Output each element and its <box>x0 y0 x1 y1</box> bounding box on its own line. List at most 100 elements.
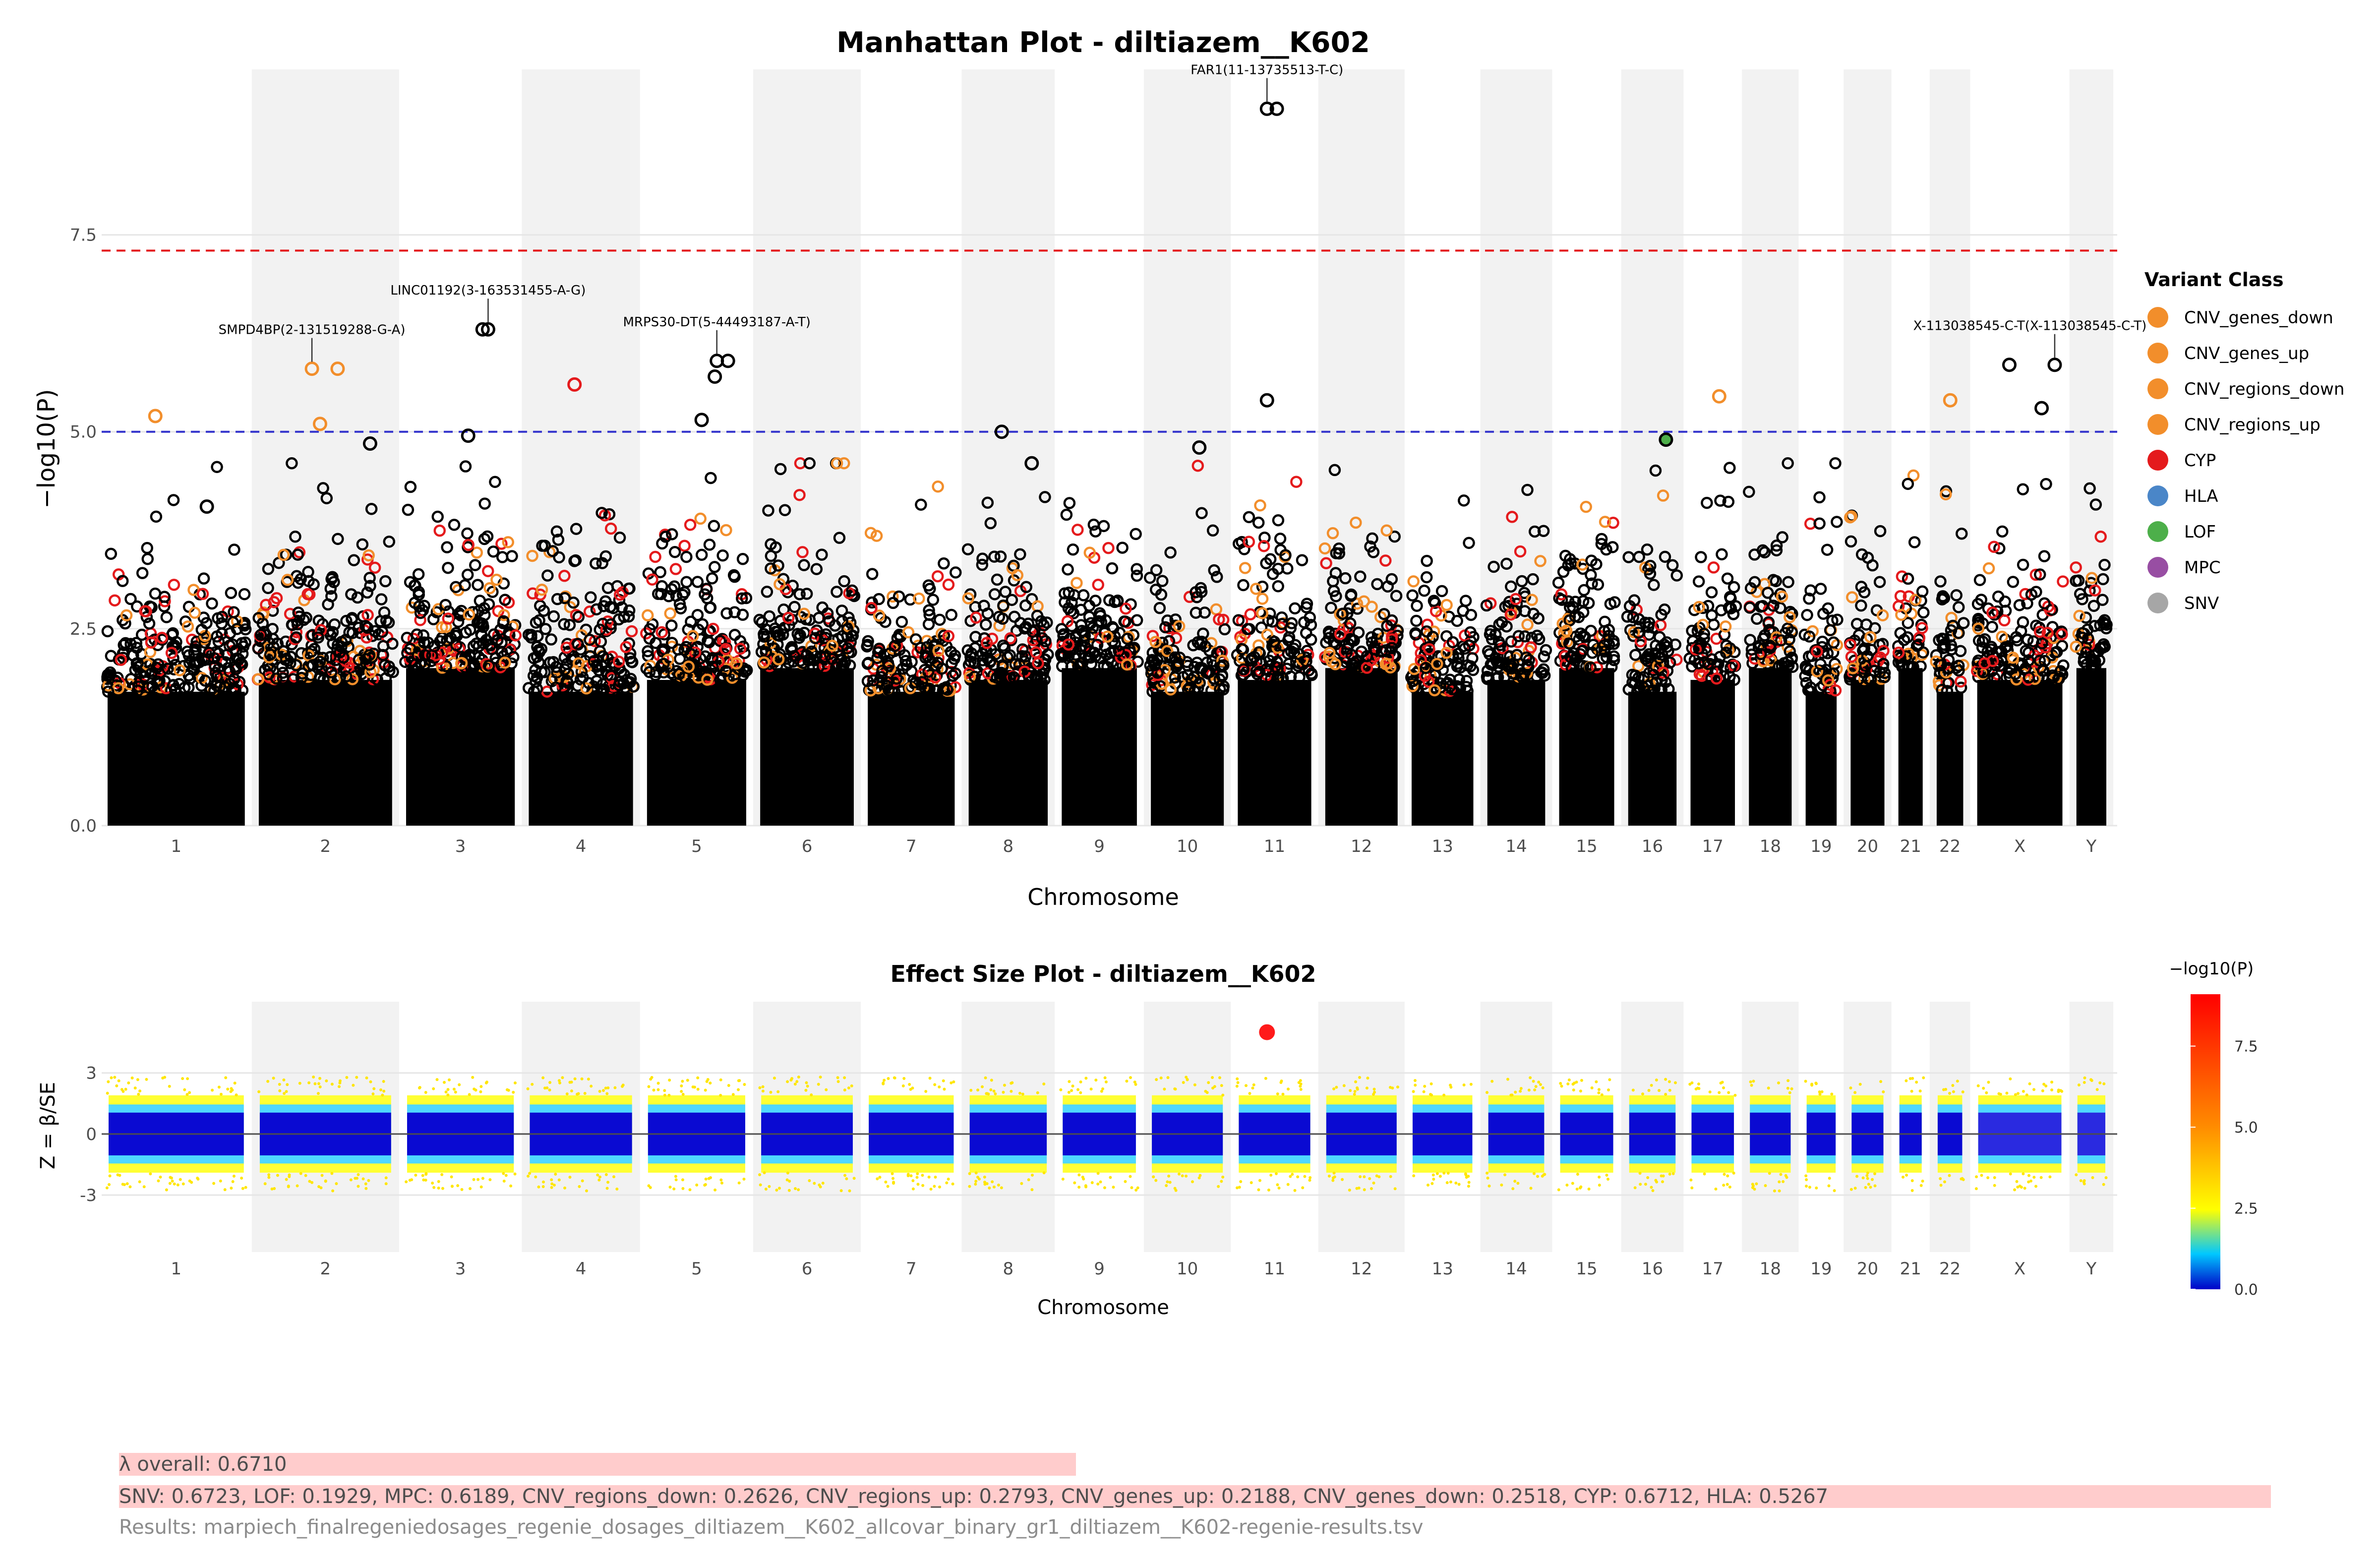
variant-point <box>296 667 309 680</box>
z-point <box>681 1178 684 1182</box>
variant-point <box>1191 459 1204 472</box>
z-point <box>1348 1188 1351 1192</box>
z-point <box>1566 1082 1570 1085</box>
variant-point <box>1555 588 1568 601</box>
z-point <box>1664 1078 1667 1081</box>
variant-point <box>831 457 843 470</box>
variant-point <box>838 575 850 588</box>
effect-title: Effect Size Plot - diltiazem__K602 <box>890 961 1316 987</box>
z-point <box>1879 1080 1883 1083</box>
variant-point <box>496 551 509 563</box>
variant-point <box>1988 672 2001 684</box>
variant-point <box>553 551 565 564</box>
variant-point <box>302 566 314 578</box>
z-point <box>1516 1182 1520 1185</box>
variant-point <box>1874 651 1887 664</box>
z-point <box>681 1080 684 1083</box>
variant-point <box>1538 669 1551 682</box>
variant-point <box>2007 576 2020 588</box>
variant-point <box>1074 660 1087 672</box>
z-point <box>1274 1172 1278 1175</box>
z-point <box>836 1080 840 1083</box>
z-point <box>424 1172 428 1175</box>
variant-point <box>1026 625 1039 638</box>
x-tick-label: 22 <box>1939 837 1961 856</box>
z-point <box>1432 1177 1435 1181</box>
variant-point <box>325 590 338 602</box>
variant-point <box>131 657 144 669</box>
z-point <box>1449 1180 1452 1184</box>
z-point <box>1359 1175 1362 1178</box>
z-point <box>1010 1089 1013 1093</box>
variant-point <box>1877 645 1890 657</box>
z-point <box>688 1188 692 1192</box>
variant-point <box>1077 635 1090 647</box>
z-point <box>1805 1184 1808 1188</box>
x-tick-label: 10 <box>1177 837 1198 856</box>
z-point <box>613 1086 617 1089</box>
variant-point <box>1253 665 1266 678</box>
z-point <box>597 1178 601 1182</box>
variant-point <box>655 580 668 593</box>
variant-point <box>1190 606 1202 619</box>
z-point <box>171 1179 174 1183</box>
variant-point <box>665 637 678 649</box>
variant-point <box>361 586 373 599</box>
x-tick-label: 19 <box>1810 1259 1832 1279</box>
variant-point <box>1785 626 1798 639</box>
z-point <box>505 1088 509 1091</box>
variant-point <box>846 584 858 597</box>
z-point <box>921 1174 924 1177</box>
z-point <box>938 1085 941 1089</box>
variant-point <box>2030 586 2042 598</box>
z-point <box>232 1174 236 1178</box>
variant-point <box>1729 600 1742 612</box>
variant-point <box>1917 606 1930 619</box>
variant-point <box>984 517 997 530</box>
z-point <box>181 1077 184 1081</box>
variant-point <box>1642 621 1655 633</box>
lambda-by-class: SNV: 0.6723, LOF: 0.1929, MPC: 0.6189, C… <box>119 1485 2271 1508</box>
variant-point <box>206 597 218 610</box>
variant-point <box>1483 648 1496 661</box>
z-point <box>1303 1175 1307 1178</box>
z-point <box>168 1084 171 1088</box>
z-point <box>367 1179 370 1182</box>
z-point <box>1104 1080 1108 1083</box>
variant-point <box>706 652 719 664</box>
x-tick-label: 2 <box>320 1259 331 1279</box>
variant-point <box>1121 632 1133 645</box>
variant-point <box>102 669 114 682</box>
z-point <box>113 1076 117 1079</box>
variant-point <box>1902 572 1914 585</box>
variant-point <box>1621 610 1634 623</box>
z-point <box>1068 1080 1071 1083</box>
variant-point <box>181 620 194 633</box>
z-point <box>185 1093 189 1096</box>
z-point <box>335 1182 338 1186</box>
z-point <box>299 1172 302 1175</box>
variant-point <box>774 463 787 476</box>
z-point <box>647 1184 651 1188</box>
variant-point <box>809 632 822 645</box>
z-point <box>1250 1181 1253 1185</box>
variant-point <box>728 606 741 618</box>
z-point <box>278 1082 281 1086</box>
variant-point <box>1910 640 1923 652</box>
legend-swatch <box>2147 521 2168 542</box>
z-point <box>878 1176 882 1179</box>
z-point <box>1204 1089 1207 1093</box>
variant-point <box>1067 543 1079 556</box>
z-point <box>137 1092 140 1096</box>
variant-point <box>1091 639 1104 651</box>
z-point <box>1353 1092 1356 1096</box>
variant-point <box>1427 630 1439 643</box>
variant-point <box>1440 630 1453 643</box>
variant-point <box>1907 661 1919 673</box>
z-point <box>125 1182 129 1186</box>
variant-point <box>2017 558 2029 571</box>
z-point <box>1445 1181 1449 1184</box>
variant-point <box>1243 536 1255 548</box>
variant-point <box>239 623 252 636</box>
z-point <box>1000 1186 1003 1190</box>
